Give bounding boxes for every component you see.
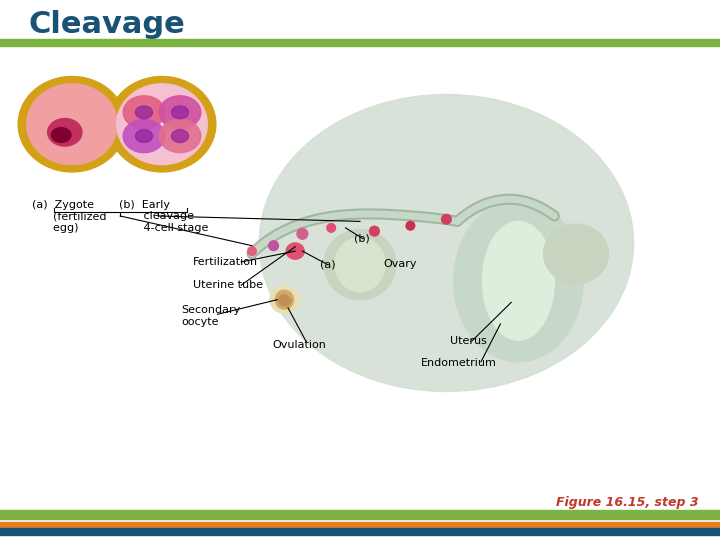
Ellipse shape (282, 299, 285, 302)
Text: Uterine tube: Uterine tube (193, 280, 263, 290)
Ellipse shape (27, 84, 117, 165)
Ellipse shape (135, 106, 153, 119)
Ellipse shape (287, 301, 291, 303)
Ellipse shape (259, 94, 634, 392)
Text: Figure 16.15, step 3: Figure 16.15, step 3 (556, 496, 698, 509)
Ellipse shape (285, 297, 289, 300)
Ellipse shape (282, 300, 286, 303)
Ellipse shape (282, 298, 285, 301)
Ellipse shape (285, 298, 289, 301)
Ellipse shape (282, 300, 285, 302)
Ellipse shape (276, 291, 294, 309)
Ellipse shape (454, 200, 583, 362)
Ellipse shape (406, 221, 415, 230)
Ellipse shape (282, 300, 285, 302)
Text: (a)  Zygote
      (fertilized
      egg): (a) Zygote (fertilized egg) (32, 200, 107, 233)
Ellipse shape (288, 300, 292, 302)
Ellipse shape (369, 226, 379, 236)
Ellipse shape (282, 298, 285, 300)
Ellipse shape (123, 119, 165, 153)
Ellipse shape (123, 96, 165, 129)
Text: Copyright © 2009 Pearson Education Inc.   published as Benjamin Cummings: Copyright © 2009 Pearson Education Inc. … (212, 527, 508, 536)
Text: Fertilization: Fertilization (193, 257, 258, 267)
Ellipse shape (283, 301, 287, 303)
Ellipse shape (279, 300, 282, 302)
Ellipse shape (135, 130, 153, 143)
Text: (b)  Early
       cleavage
       4-cell stage: (b) Early cleavage 4-cell stage (119, 200, 208, 233)
Ellipse shape (283, 298, 287, 300)
Ellipse shape (441, 214, 451, 224)
Ellipse shape (335, 238, 385, 292)
Ellipse shape (284, 303, 287, 306)
Ellipse shape (171, 130, 189, 143)
Ellipse shape (279, 302, 283, 305)
Ellipse shape (285, 299, 289, 302)
Ellipse shape (544, 224, 608, 284)
Text: (b): (b) (354, 234, 370, 244)
Ellipse shape (287, 243, 304, 259)
Ellipse shape (324, 230, 396, 300)
Ellipse shape (282, 295, 285, 298)
Ellipse shape (51, 127, 71, 143)
Ellipse shape (159, 119, 201, 153)
Ellipse shape (282, 298, 285, 301)
Ellipse shape (283, 298, 287, 301)
Text: Cleavage: Cleavage (29, 10, 186, 39)
Ellipse shape (279, 296, 283, 299)
Ellipse shape (285, 299, 289, 301)
Text: (a): (a) (320, 260, 336, 269)
Ellipse shape (270, 286, 299, 313)
Ellipse shape (269, 241, 279, 251)
Ellipse shape (282, 295, 286, 298)
Ellipse shape (279, 301, 282, 303)
Ellipse shape (287, 302, 290, 305)
Ellipse shape (282, 298, 286, 300)
Ellipse shape (284, 296, 288, 299)
Ellipse shape (482, 221, 554, 340)
Ellipse shape (279, 299, 282, 301)
Ellipse shape (281, 295, 284, 298)
Ellipse shape (284, 300, 288, 303)
Ellipse shape (282, 298, 286, 300)
Ellipse shape (281, 302, 284, 305)
Ellipse shape (279, 298, 282, 300)
Ellipse shape (285, 303, 289, 306)
Text: Ovulation: Ovulation (272, 340, 326, 349)
Ellipse shape (284, 300, 288, 302)
Ellipse shape (248, 247, 256, 255)
Ellipse shape (282, 298, 286, 300)
Ellipse shape (283, 298, 287, 301)
Ellipse shape (283, 298, 287, 301)
Ellipse shape (48, 119, 82, 146)
Ellipse shape (280, 296, 284, 299)
Ellipse shape (284, 295, 287, 298)
Ellipse shape (282, 299, 285, 301)
Text: Uterus: Uterus (450, 336, 487, 346)
Ellipse shape (297, 228, 307, 239)
Ellipse shape (18, 77, 126, 172)
Ellipse shape (282, 303, 285, 306)
Ellipse shape (283, 298, 287, 301)
Ellipse shape (285, 296, 289, 299)
Ellipse shape (283, 298, 287, 300)
Ellipse shape (171, 106, 189, 119)
Ellipse shape (327, 224, 336, 232)
Ellipse shape (108, 77, 216, 172)
Text: Endometrium: Endometrium (421, 358, 497, 368)
Text: Secondary
oocyte: Secondary oocyte (181, 305, 240, 327)
Ellipse shape (282, 300, 286, 303)
Ellipse shape (283, 303, 287, 306)
Ellipse shape (283, 295, 287, 298)
Ellipse shape (288, 298, 292, 301)
Text: Ovary: Ovary (383, 259, 417, 268)
Ellipse shape (117, 84, 207, 165)
Ellipse shape (283, 298, 287, 301)
Ellipse shape (159, 96, 201, 129)
Ellipse shape (284, 300, 287, 303)
